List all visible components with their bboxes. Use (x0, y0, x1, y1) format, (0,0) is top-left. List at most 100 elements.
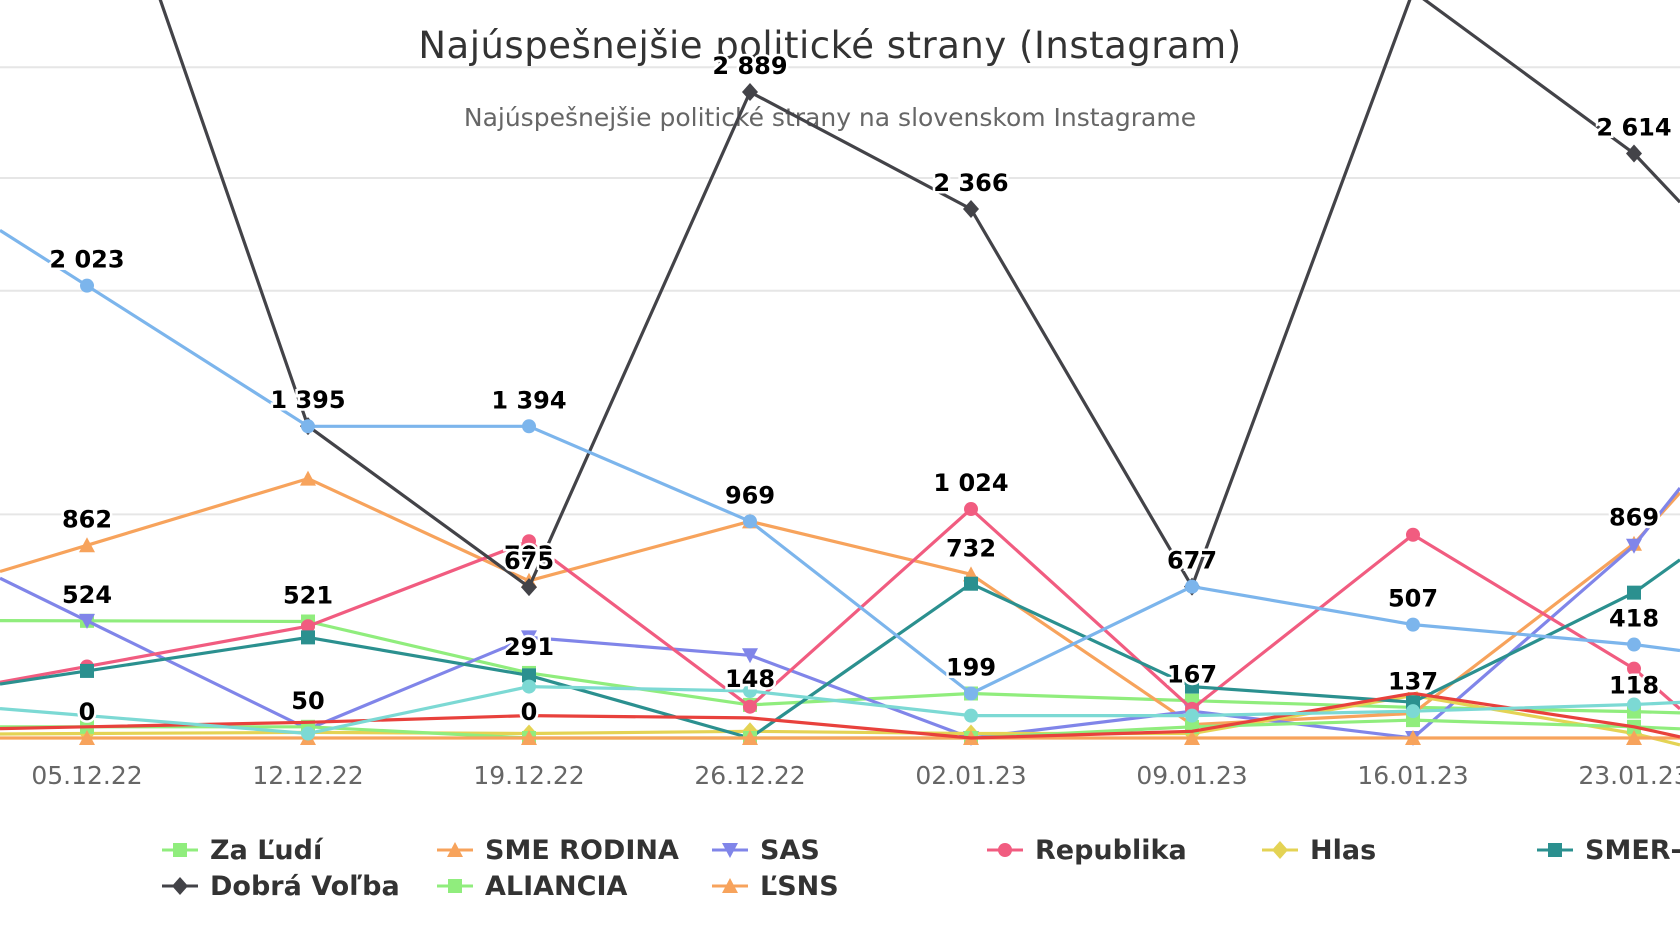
data-point (964, 708, 978, 723)
data-point (1627, 697, 1641, 712)
data-point (79, 613, 95, 629)
data-label: 862 (62, 505, 112, 533)
series-line (0, 477, 1680, 727)
square-legend-icon (162, 843, 198, 857)
chart-subtitle: Najúspešnejšie politické strany na slove… (463, 103, 1197, 132)
data-point (80, 278, 94, 293)
data-point (1626, 144, 1642, 163)
data-point (1406, 527, 1420, 542)
data-point (742, 83, 758, 102)
data-point (964, 576, 978, 591)
triangle-legend-icon (712, 878, 748, 893)
data-point (743, 514, 757, 529)
data-label: 199 (946, 654, 996, 682)
x-tick-label: 05.12.22 (31, 761, 142, 790)
data-point (79, 730, 95, 745)
data-label: 1 395 (270, 386, 345, 414)
data-point (1185, 579, 1199, 594)
x-tick-label: 16.01.23 (1357, 761, 1468, 790)
data-label: 118 (1609, 672, 1659, 700)
data-point (1405, 730, 1421, 745)
data-label: 507 (1388, 585, 1438, 613)
data-point (301, 726, 315, 741)
legend-item[interactable]: ĽSNS (710, 868, 839, 904)
data-point (521, 730, 537, 745)
data-label: 703 (504, 541, 554, 569)
data-point (1184, 730, 1200, 745)
data-point (521, 630, 537, 646)
data-label: 524 (62, 581, 112, 609)
data-point (743, 684, 757, 699)
data-point (522, 679, 536, 694)
x-tick-label: 09.01.23 (1136, 761, 1247, 790)
data-label: 1 394 (491, 386, 566, 414)
data-point (301, 419, 315, 434)
data-point (301, 630, 315, 645)
data-point (522, 419, 536, 434)
legend-item[interactable]: SME RODINA (435, 832, 679, 868)
data-label: 869 (1609, 504, 1659, 532)
data-point (301, 619, 315, 634)
legend-item[interactable]: Za Ľudí (160, 832, 322, 868)
data-label: 2 614 (1596, 114, 1671, 142)
data-point (742, 730, 758, 745)
legend-item[interactable]: SAS (710, 832, 820, 868)
data-point (80, 708, 94, 723)
data-label: 1 024 (933, 469, 1008, 497)
data-point (1406, 617, 1420, 632)
data-point (521, 578, 537, 597)
data-label: 50 (291, 687, 324, 715)
x-tick-label: 02.01.23 (915, 761, 1026, 790)
data-point (963, 199, 979, 218)
legend-item[interactable]: ALIANCIA (435, 868, 627, 904)
data-point (1406, 704, 1420, 719)
legend-item[interactable]: SMER-SD (1535, 832, 1680, 868)
legend-item[interactable]: Republika (985, 832, 1187, 868)
series-line (0, 558, 1680, 740)
legend-label: SAS (760, 834, 820, 866)
data-label: 291 (504, 633, 554, 661)
diamond-legend-icon (1262, 841, 1298, 859)
legend-label: Hlas (1310, 834, 1377, 866)
data-label: 677 (1167, 547, 1217, 575)
x-tick-label: 12.12.22 (252, 761, 363, 790)
data-point (1626, 538, 1642, 554)
legend-label: ALIANCIA (485, 870, 628, 902)
data-label: 2 023 (49, 246, 124, 274)
data-label: 418 (1609, 605, 1659, 633)
x-tick-label: 19.12.22 (473, 761, 584, 790)
data-point (743, 699, 757, 714)
diamond-legend-icon (162, 877, 198, 895)
legend-label: SMER-SD (1585, 834, 1680, 866)
legend-label: Za Ľudí (210, 834, 323, 866)
data-point (1626, 730, 1642, 745)
triangle-down-legend-icon (712, 843, 748, 858)
data-label: 167 (1167, 661, 1217, 689)
legend: Za Ľudí SME RODINA SAS Republika Hlas SMER-SD… (160, 832, 1680, 912)
series-line (158, 0, 1680, 589)
x-tick-label: 26.12.22 (694, 761, 805, 790)
legend-label: ĽSNS (760, 870, 839, 902)
data-label: 148 (725, 665, 775, 693)
data-point (1627, 637, 1641, 652)
series-line (0, 693, 1680, 747)
series-line (0, 228, 1680, 696)
legend-item[interactable]: Hlas (1260, 832, 1376, 868)
data-label: 969 (725, 481, 775, 509)
data-point (79, 537, 95, 553)
triangle-legend-icon (437, 842, 473, 857)
data-label: 732 (946, 534, 996, 562)
data-label: 521 (283, 582, 333, 610)
data-label: 0 (79, 698, 96, 726)
data-point (522, 534, 536, 549)
data-label: 137 (1388, 667, 1438, 695)
data-point (1627, 661, 1641, 676)
data-point (1627, 585, 1641, 600)
legend-label: SME RODINA (485, 834, 679, 866)
legend-item[interactable]: Dobrá Voľba (160, 868, 400, 904)
chart-title: Najúspešnejšie politické strany (Instagr… (418, 24, 1242, 67)
circle-legend-icon (987, 843, 1023, 857)
data-label: 2 366 (933, 169, 1008, 197)
x-tick-label: 23.01.23 (1578, 761, 1680, 790)
